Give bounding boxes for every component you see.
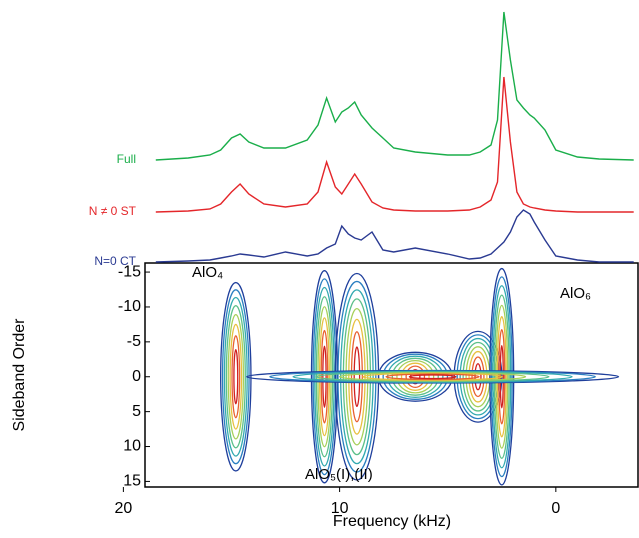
contour-level bbox=[350, 331, 363, 423]
contour-level bbox=[353, 346, 361, 408]
peak-annotation: AlO₆ bbox=[560, 285, 591, 302]
contour-level bbox=[220, 281, 252, 472]
contour-level bbox=[490, 276, 513, 478]
contour-level bbox=[225, 305, 246, 449]
contour-level bbox=[322, 345, 327, 408]
contour-level bbox=[391, 357, 439, 396]
contour-level bbox=[492, 285, 512, 469]
y-tick-label: -10 bbox=[118, 298, 141, 315]
y-tick-label: 10 bbox=[123, 438, 141, 455]
contour-level bbox=[496, 316, 507, 438]
contour-level bbox=[498, 329, 506, 425]
x-axis-label: Frequency (kHz) bbox=[333, 513, 451, 530]
contour-level bbox=[377, 351, 453, 402]
y-axis-label: Sideband Order bbox=[11, 318, 28, 432]
y-tick-label: 15 bbox=[123, 473, 141, 490]
contour-level bbox=[348, 318, 366, 435]
peak-annotation: AlO₄ bbox=[192, 264, 223, 281]
spectrum-line bbox=[155, 76, 634, 213]
x-tick-label: 20 bbox=[114, 500, 132, 517]
contour-level bbox=[462, 341, 494, 412]
contour-level bbox=[385, 373, 480, 381]
x-tick-label: 0 bbox=[551, 500, 560, 517]
spectrum-line bbox=[155, 11, 634, 161]
contour-level bbox=[345, 307, 369, 446]
contour-level bbox=[317, 306, 332, 448]
contour-level bbox=[315, 296, 334, 458]
y-tick-label: 0 bbox=[132, 368, 141, 385]
contour-level bbox=[410, 369, 421, 385]
legend-label: N=0 CT bbox=[94, 254, 136, 268]
contour-level bbox=[396, 359, 435, 394]
contour-level bbox=[229, 323, 243, 430]
x-tick-label: 10 bbox=[331, 500, 349, 517]
contour-level bbox=[334, 272, 380, 481]
contour-level bbox=[382, 353, 449, 400]
contour-level bbox=[227, 313, 245, 440]
spectrum-line bbox=[155, 209, 634, 263]
contour-level bbox=[387, 355, 444, 398]
y-tick-label: -5 bbox=[127, 333, 141, 350]
contour-level bbox=[342, 298, 372, 456]
contour-level bbox=[233, 349, 239, 405]
contour-level bbox=[221, 289, 250, 465]
contour-level bbox=[318, 317, 330, 437]
contour-level bbox=[499, 345, 504, 409]
plot-frame bbox=[144, 262, 639, 488]
legend-label: Full bbox=[117, 152, 136, 166]
legend-label: N ≠ 0 ST bbox=[89, 204, 137, 218]
contour-level bbox=[337, 280, 377, 473]
contour-level bbox=[489, 267, 515, 486]
contour-level bbox=[408, 374, 457, 380]
contour-level bbox=[340, 289, 374, 465]
contour-level bbox=[231, 335, 241, 419]
peak-annotation: AlO₅(I),(II) bbox=[305, 466, 373, 483]
contour-level bbox=[320, 329, 329, 424]
y-tick-label: -15 bbox=[118, 263, 141, 280]
contour-level bbox=[495, 304, 509, 449]
contour-level bbox=[468, 350, 488, 403]
contour-level bbox=[405, 365, 426, 389]
contour-level bbox=[493, 294, 510, 459]
contour-level bbox=[314, 286, 335, 467]
contour-level bbox=[400, 362, 430, 391]
contour-level bbox=[362, 372, 503, 381]
contour-level bbox=[471, 356, 485, 398]
contour-level bbox=[474, 363, 482, 391]
y-tick-label: 5 bbox=[132, 403, 141, 420]
contour-level bbox=[338, 371, 527, 382]
